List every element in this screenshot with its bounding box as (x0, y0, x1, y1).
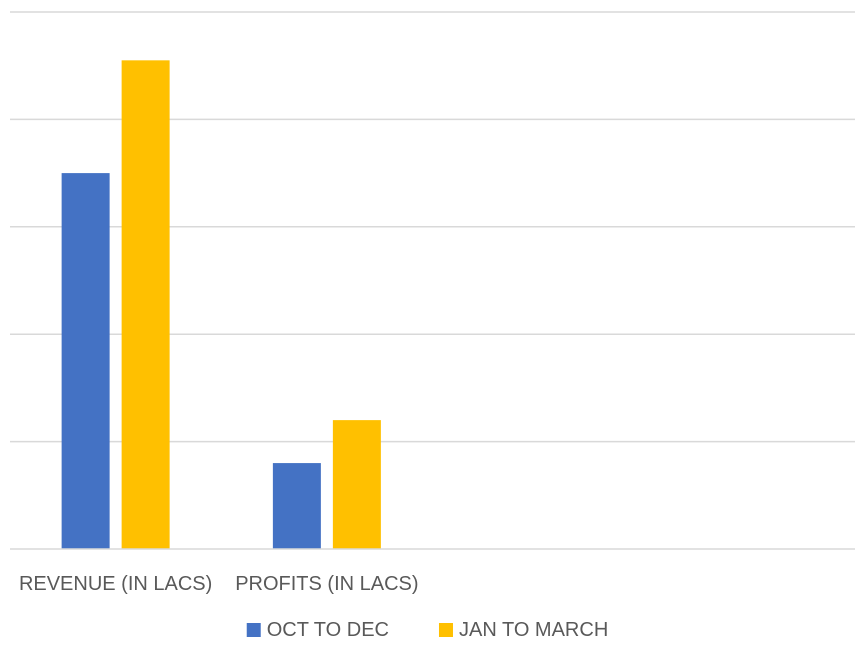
category-label-revenue: REVENUE (IN LACS) (19, 573, 212, 595)
bar-profits-jan-to-march (332, 420, 381, 549)
legend: OCT TO DEC JAN TO MARCH (246, 619, 608, 641)
bar-revenue-jan-to-march (121, 60, 170, 550)
legend-swatch-oct-to-dec (246, 623, 261, 637)
bar-revenue-oct-to-dec (61, 173, 110, 549)
category-label-profits: PROFITS (IN LACS) (235, 573, 418, 595)
legend-label-oct-to-dec: OCT TO DEC (267, 619, 389, 641)
legend-label-jan-to-march: JAN TO MARCH (459, 619, 608, 641)
category-labels: REVENUE (IN LACS) PROFITS (IN LACS) (19, 573, 419, 595)
legend-swatch-jan-to-march (438, 623, 453, 637)
bars (61, 60, 381, 550)
bar-profits-oct-to-dec (272, 463, 321, 549)
